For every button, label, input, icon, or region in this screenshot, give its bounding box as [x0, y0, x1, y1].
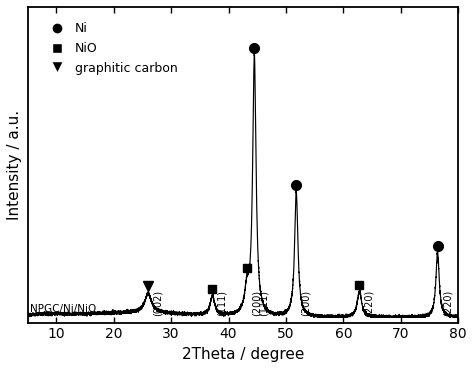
X-axis label: 2Theta / degree: 2Theta / degree [182, 347, 304, 362]
Text: (111): (111) [217, 290, 227, 316]
Text: (200): (200) [252, 290, 262, 316]
Text: NPGC/Ni/NiO: NPGC/Ni/NiO [30, 304, 97, 314]
Text: (220): (220) [442, 290, 452, 316]
Text: (002): (002) [153, 290, 163, 316]
Text: (220): (220) [364, 290, 374, 316]
Legend: Ni, NiO, graphitic carbon: Ni, NiO, graphitic carbon [42, 20, 180, 77]
Y-axis label: Intensity / a.u.: Intensity / a.u. [7, 110, 22, 220]
Text: (200): (200) [301, 290, 311, 316]
Text: (111): (111) [259, 290, 269, 316]
